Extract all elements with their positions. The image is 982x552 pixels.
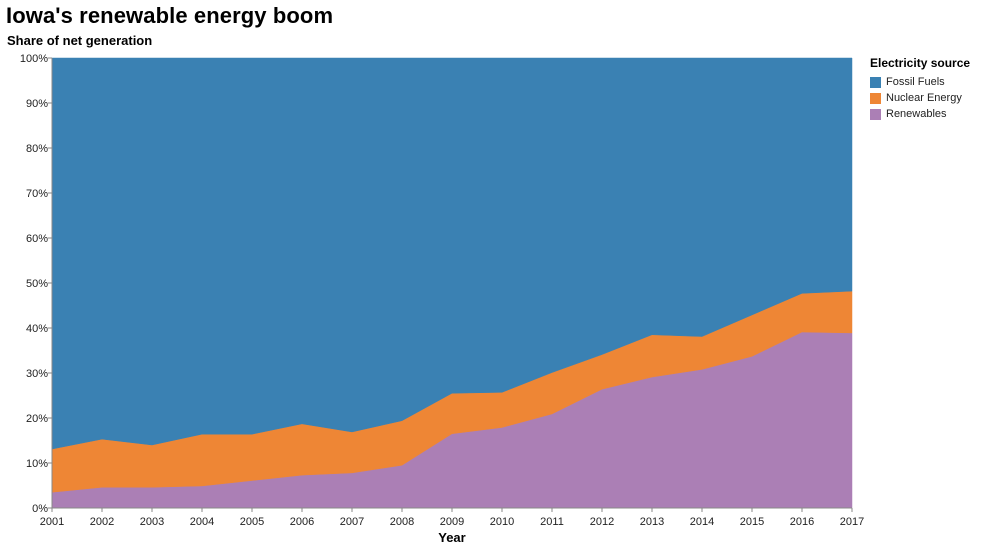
y-tick-label: 30% [26,368,48,380]
chart-subtitle: Share of net generation [7,33,153,48]
x-tick-label: 2003 [140,516,164,528]
x-tick-label: 2004 [190,516,214,528]
y-tick-label: 100% [20,53,48,65]
y-tick-label: 80% [26,143,48,155]
y-tick-label: 0% [32,503,48,515]
y-tick-label: 90% [26,98,48,110]
y-tick-label: 50% [26,278,48,290]
y-tick-label: 40% [26,323,48,335]
x-tick-label: 2006 [290,516,314,528]
area-layers [51,57,853,509]
legend-label: Nuclear Energy [886,92,962,104]
area-fossil-fuels [51,57,853,450]
x-tick-label: 2011 [540,516,564,528]
x-tick-label: 2007 [340,516,364,528]
x-axis-title: Year [438,530,465,545]
x-tick-label: 2008 [390,516,414,528]
x-tick-label: 2002 [90,516,114,528]
legend-item-nuclear-energy: Nuclear Energy [870,90,970,106]
x-tick-label: 2001 [40,516,64,528]
x-tick-label: 2010 [490,516,514,528]
legend-swatch [870,108,881,120]
x-tick-label: 2009 [440,516,464,528]
x-tick-label: 2014 [690,516,714,528]
x-axis: 2001 2002 2003 2004 2005 2006 2007 2008 2009 2010… [40,507,864,528]
legend-title: Electricity source [870,56,971,70]
y-tick-label: 10% [26,458,48,470]
x-tick-label: 2005 [240,516,264,528]
x-tick-label: 2012 [590,516,614,528]
y-tick-label: 60% [26,233,48,245]
legend-swatch [870,92,881,104]
legend-item-renewables: Renewables [870,106,970,122]
x-tick-label: 2013 [640,516,664,528]
x-tick-label: 2016 [790,516,814,528]
x-tick-label: 2017 [840,516,864,528]
y-axis: 0% 10% 20% 30% 40% 50% 60% 70% 80% 90% 100% [20,53,53,515]
x-tick-label: 2015 [740,516,764,528]
legend-item-fossil-fuels: Fossil Fuels [870,74,970,90]
legend-swatch [870,76,881,88]
y-tick-label: 20% [26,413,48,425]
legend: Electricity source Fossil Fuels Nuclear E… [870,56,970,122]
legend-label: Renewables [886,108,947,120]
y-tick-label: 70% [26,188,48,200]
legend-items: Fossil Fuels Nuclear Energy Renewables [870,74,970,122]
legend-label: Fossil Fuels [886,76,945,88]
chart-title: Iowa's renewable energy boom [6,3,334,28]
